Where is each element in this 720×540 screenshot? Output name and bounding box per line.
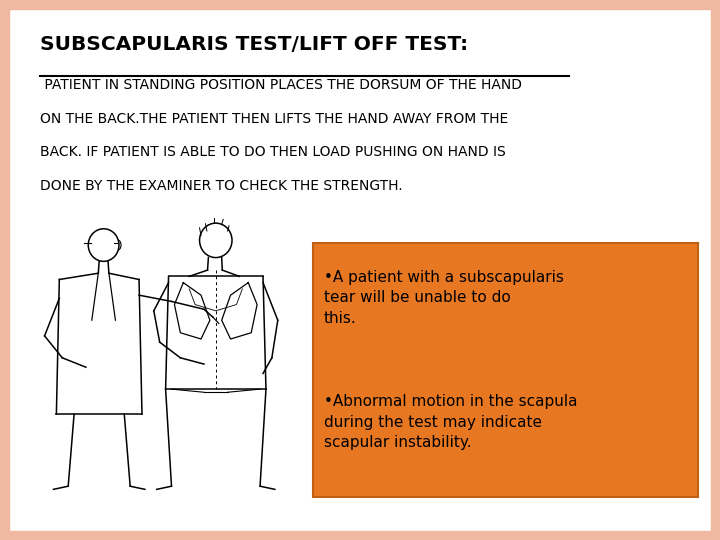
Circle shape	[89, 229, 119, 261]
Text: ON THE BACK.THE PATIENT THEN LIFTS THE HAND AWAY FROM THE: ON THE BACK.THE PATIENT THEN LIFTS THE H…	[40, 112, 508, 126]
Text: DONE BY THE EXAMINER TO CHECK THE STRENGTH.: DONE BY THE EXAMINER TO CHECK THE STRENG…	[40, 179, 402, 193]
Text: •A patient with a subscapularis
tear will be unable to do
this.: •A patient with a subscapularis tear wil…	[324, 270, 564, 326]
Text: BACK. IF PATIENT IS ABLE TO DO THEN LOAD PUSHING ON HAND IS: BACK. IF PATIENT IS ABLE TO DO THEN LOAD…	[40, 145, 505, 159]
Text: PATIENT IN STANDING POSITION PLACES THE DORSUM OF THE HAND: PATIENT IN STANDING POSITION PLACES THE …	[40, 78, 521, 92]
FancyBboxPatch shape	[313, 243, 698, 497]
Circle shape	[199, 223, 232, 258]
Text: •Abnormal motion in the scapula
during the test may indicate
scapular instabilit: •Abnormal motion in the scapula during t…	[324, 394, 577, 450]
Text: SUBSCAPULARIS TEST/LIFT OFF TEST:: SUBSCAPULARIS TEST/LIFT OFF TEST:	[40, 35, 468, 54]
